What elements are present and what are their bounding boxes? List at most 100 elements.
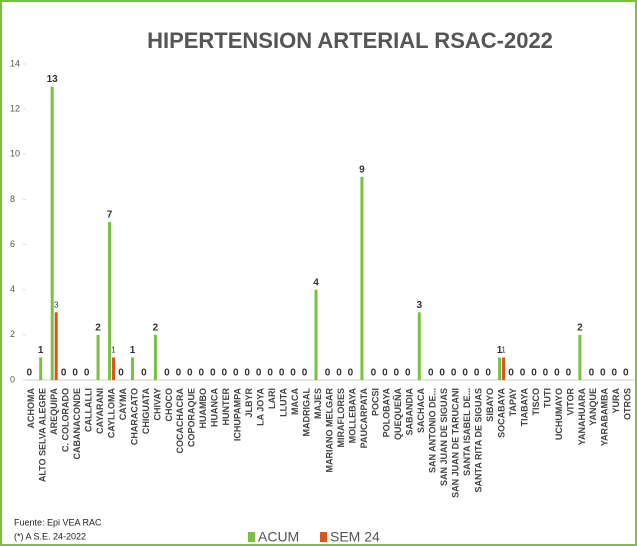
legend-swatch bbox=[248, 532, 255, 542]
x-tick-label: TUTI bbox=[542, 388, 552, 408]
note: Fuente: Epi VEA RAC bbox=[14, 517, 102, 527]
x-tick-label: ALTO SELVA ALEGRE bbox=[38, 388, 48, 482]
x-tick-label: TISCO bbox=[531, 388, 541, 416]
bar bbox=[130, 357, 134, 380]
x-tick-label: CAYARANI bbox=[95, 388, 105, 434]
x-tick-label: MAJES bbox=[313, 388, 323, 419]
x-tick-label: LLUTA bbox=[278, 388, 288, 417]
legend-swatch bbox=[320, 532, 327, 542]
x-tick-label: PAUCARPATA bbox=[359, 387, 369, 448]
x-tick-label: CHARACATO bbox=[129, 388, 139, 445]
x-tick-label: MIRAFLORES bbox=[336, 388, 346, 448]
value-label: 0 bbox=[428, 368, 434, 379]
x-tick-label: CAYMA bbox=[118, 388, 128, 421]
value-label: 0 bbox=[72, 368, 78, 379]
y-tick-label: 2 bbox=[10, 329, 15, 339]
x-tick-label: YANQUE bbox=[588, 388, 598, 426]
x-tick-label: MACA bbox=[290, 388, 300, 415]
x-tick-label: HUANCA bbox=[210, 388, 220, 427]
x-tick-label: ICHUPAMPA bbox=[233, 388, 243, 442]
x-tick-label: QUEQUEÑA bbox=[393, 388, 403, 441]
x-tick-label: HUNTER bbox=[221, 388, 231, 426]
bar bbox=[314, 289, 318, 380]
x-tick-label: COCACHACRA bbox=[175, 388, 185, 454]
value-label: 0 bbox=[451, 368, 457, 379]
y-tick-label: 6 bbox=[10, 239, 15, 249]
y-tick-label: 10 bbox=[10, 149, 20, 159]
bar bbox=[417, 312, 421, 380]
value-label: 0 bbox=[336, 368, 342, 379]
value-label: 0 bbox=[382, 368, 388, 379]
x-tick-label: CHIGUATA bbox=[141, 388, 151, 435]
value-label: 0 bbox=[520, 368, 526, 379]
x-tick-label: UCHUMAYO bbox=[554, 388, 564, 440]
x-tick-label: MOLLEBAYA bbox=[347, 388, 357, 444]
value-label: 1 bbox=[497, 345, 503, 356]
x-tick-label: CHIVAY bbox=[152, 388, 162, 421]
value-label: 0 bbox=[612, 368, 618, 379]
value-label: 0 bbox=[279, 368, 285, 379]
value-label: 0 bbox=[210, 368, 216, 379]
value-label: 2 bbox=[95, 322, 101, 333]
x-tick-label: POCSI bbox=[370, 388, 380, 416]
value-label: 0 bbox=[199, 368, 205, 379]
x-tick-label: CHOCO bbox=[164, 388, 174, 422]
value-label: 0 bbox=[554, 368, 560, 379]
x-tick-label: OTROS bbox=[623, 388, 633, 420]
legend-label: ACUM bbox=[258, 529, 299, 545]
bar bbox=[360, 176, 364, 380]
bar bbox=[502, 357, 506, 380]
y-tick-label: 4 bbox=[10, 284, 15, 294]
value-label: 0 bbox=[566, 368, 572, 379]
x-tick-label: SAN JUAN DE SIGUAS bbox=[439, 388, 449, 486]
value-label: 1 bbox=[111, 346, 116, 355]
x-tick-label: SANTA ISABEL DE... bbox=[462, 388, 472, 476]
x-tick-label: LARI bbox=[267, 388, 277, 409]
value-label: 0 bbox=[141, 368, 147, 379]
x-tick-label: ACHOMA bbox=[26, 388, 36, 429]
value-label: 3 bbox=[54, 300, 59, 309]
value-label: 0 bbox=[176, 368, 182, 379]
value-label: 9 bbox=[359, 164, 365, 175]
value-label: 0 bbox=[623, 368, 629, 379]
bar bbox=[54, 312, 58, 380]
value-label: 7 bbox=[107, 210, 113, 221]
value-label: 0 bbox=[439, 368, 445, 379]
value-label: 0 bbox=[164, 368, 170, 379]
value-label: 0 bbox=[256, 368, 262, 379]
x-tick-label: SAN ANTONIO DE... bbox=[428, 388, 438, 473]
x-tick-label: YURA bbox=[611, 388, 621, 414]
value-label: 0 bbox=[462, 368, 468, 379]
value-label: 0 bbox=[600, 368, 606, 379]
value-label: 0 bbox=[543, 368, 549, 379]
y-tick-label: 14 bbox=[10, 58, 20, 68]
value-label: 1 bbox=[38, 345, 44, 356]
value-label: 3 bbox=[416, 300, 422, 311]
x-tick-label: CALLALLI bbox=[83, 388, 93, 432]
x-tick-label: SIBAYO bbox=[485, 388, 495, 422]
legend-label: SEM 24 bbox=[330, 529, 380, 545]
x-tick-label: COPORAQUE bbox=[187, 388, 197, 447]
x-tick-label: HUAMBO bbox=[198, 388, 208, 429]
x-tick-label: YANAHUARA bbox=[577, 388, 587, 446]
x-tick-label: C. COLORADO bbox=[61, 388, 71, 452]
x-tick-label: JLBYR bbox=[244, 388, 254, 418]
x-tick-label: MARIANO MELGAR bbox=[324, 388, 334, 473]
x-tick-label: LA JOYA bbox=[256, 388, 266, 426]
value-label: 0 bbox=[61, 368, 67, 379]
value-label: 0 bbox=[485, 368, 491, 379]
value-label: 0 bbox=[187, 368, 193, 379]
value-label: 0 bbox=[244, 368, 250, 379]
bar bbox=[498, 357, 502, 380]
x-tick-label: MADRIGAL bbox=[301, 388, 311, 437]
value-label: 0 bbox=[233, 368, 239, 379]
value-label: 0 bbox=[589, 368, 595, 379]
value-label: 0 bbox=[371, 368, 377, 379]
x-tick-label: SAN JUAN DE TARUCANI bbox=[451, 388, 461, 498]
value-label: 2 bbox=[577, 322, 583, 333]
value-label: 0 bbox=[405, 368, 411, 379]
value-label: 2 bbox=[153, 322, 159, 333]
value-label: 0 bbox=[474, 368, 480, 379]
